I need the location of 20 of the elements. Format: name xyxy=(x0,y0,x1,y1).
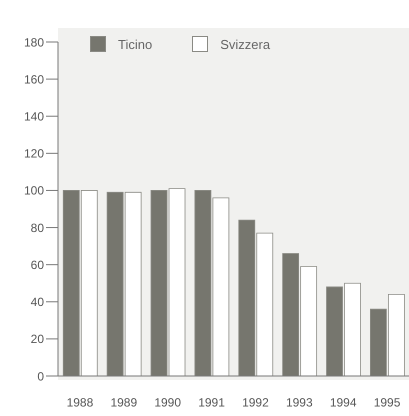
y-tick-label: 0 xyxy=(37,369,44,384)
legend-label: Svizzera xyxy=(220,36,270,52)
y-tick-label: 20 xyxy=(30,332,44,346)
y-tick-label: 40 xyxy=(30,295,44,310)
x-tick-label: 1988 xyxy=(66,396,94,410)
y-tick-label: 80 xyxy=(30,220,44,235)
y-tick-label: 60 xyxy=(30,258,44,272)
y-tick-label: 120 xyxy=(24,146,44,161)
x-tick-label: 1993 xyxy=(286,396,313,410)
y-tick-label: 140 xyxy=(24,109,44,124)
x-tick-label: 1990 xyxy=(154,396,182,410)
y-tick-label: 160 xyxy=(24,72,44,86)
legend-label: Ticino xyxy=(118,36,152,52)
x-tick-label: 1995 xyxy=(374,396,401,410)
x-tick-label: 1989 xyxy=(110,396,138,410)
x-tick-label: 1992 xyxy=(242,396,270,410)
y-tick-label: 180 xyxy=(24,35,44,50)
y-tick-label: 100 xyxy=(24,184,44,198)
x-tick-label: 1994 xyxy=(330,396,357,410)
x-tick-label: 1991 xyxy=(198,396,226,410)
